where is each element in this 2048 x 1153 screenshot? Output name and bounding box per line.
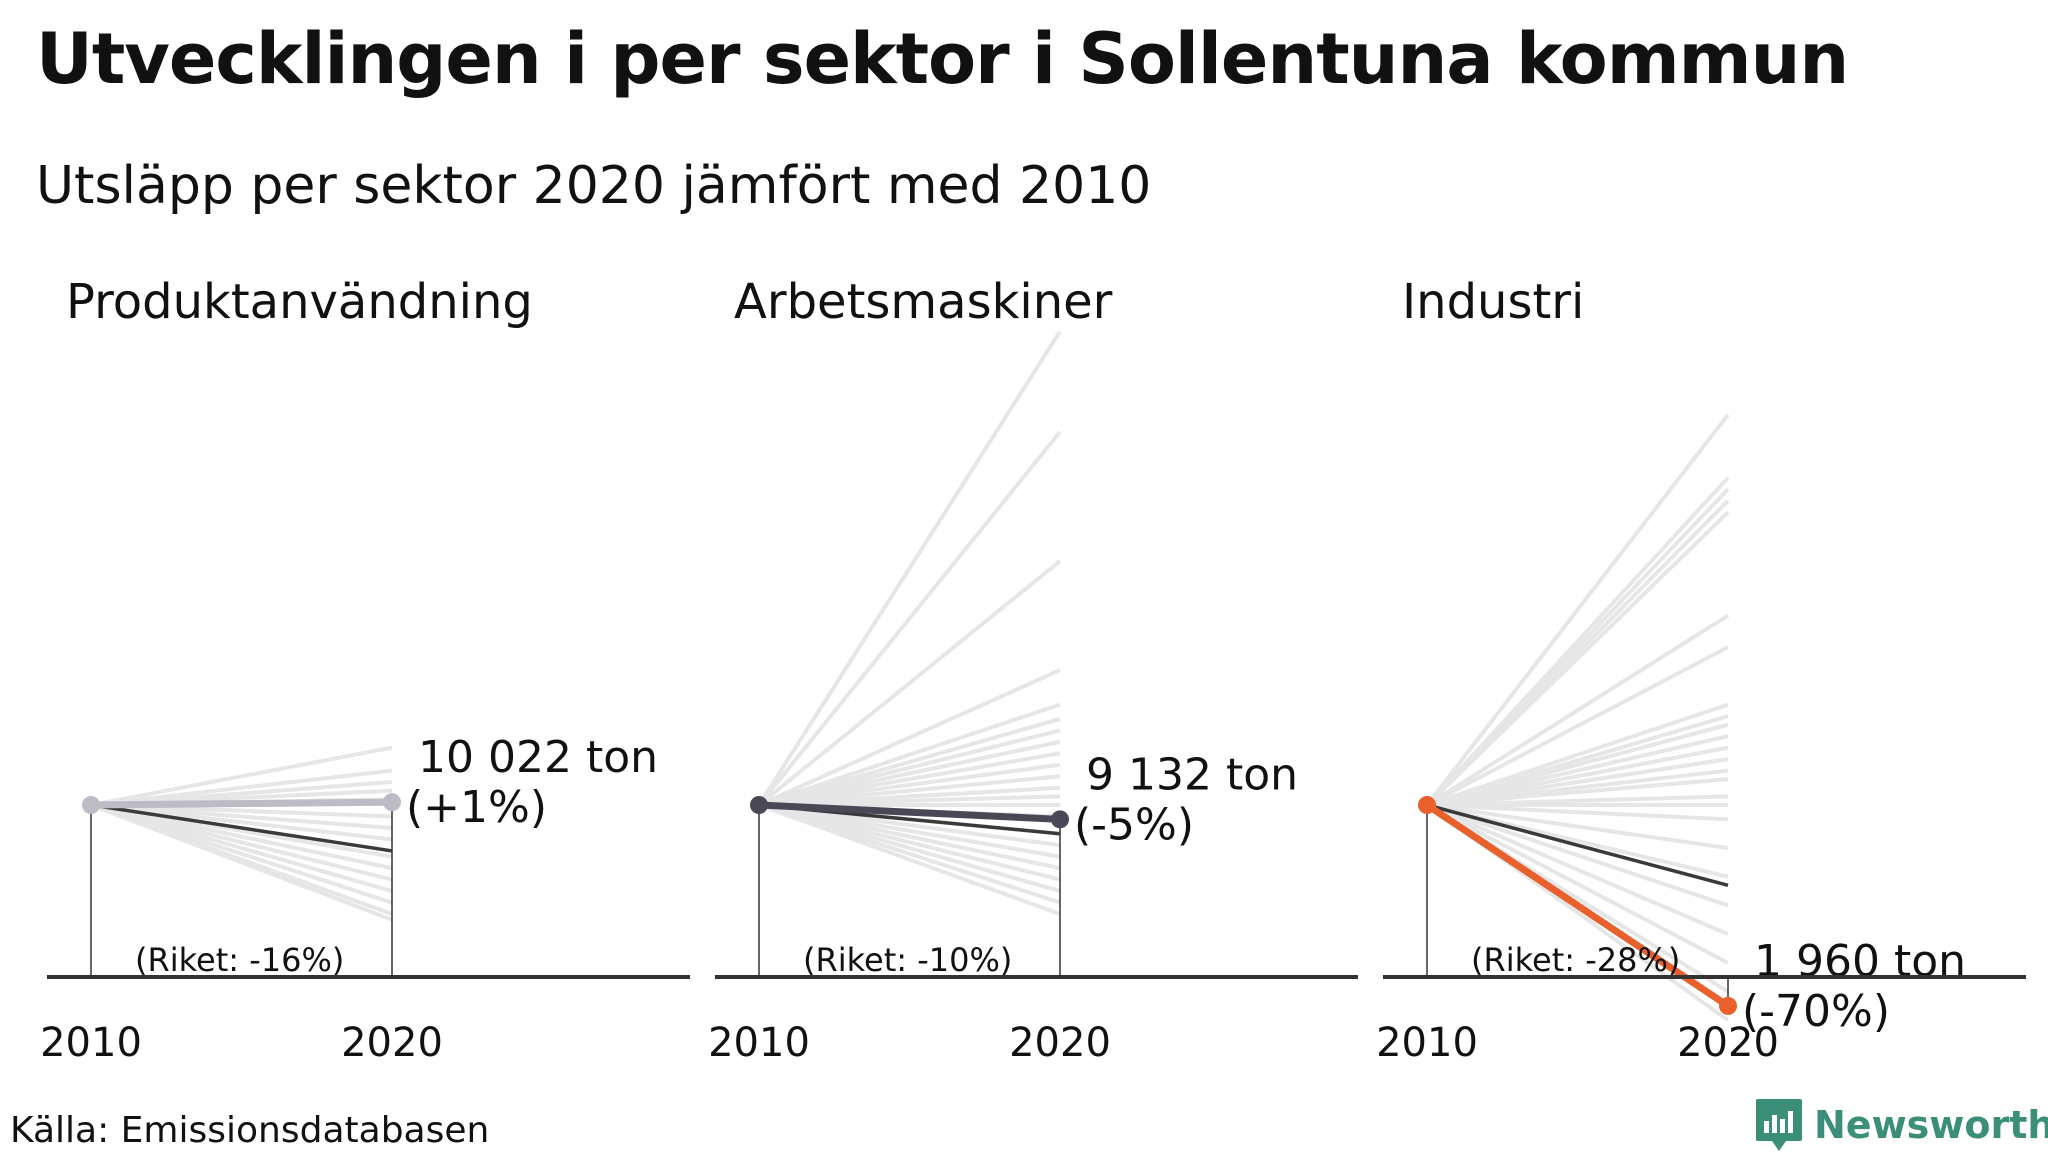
comparison-line [90, 803, 393, 922]
comparison-line [1426, 803, 1729, 965]
municipality-line [755, 801, 1064, 823]
value-label: 1 960 ton [1754, 936, 1966, 987]
panel-1: Produktanvändning 10 022 ton(+1%) (Riket: … [40, 274, 690, 1066]
point-2020 [1051, 810, 1069, 829]
comparison-line [1426, 645, 1729, 807]
chart-subtitle: Utsläpp per sektor 2020 jämfört med 2010 [36, 156, 1152, 216]
panel-title: Arbetsmaskiner [734, 274, 1113, 330]
national-label: (Riket: -16%) [135, 941, 344, 979]
x-tick-label: 2010 [1376, 1020, 1478, 1066]
change-label: (-5%) [1074, 799, 1194, 850]
change-label: (-70%) [1742, 986, 1890, 1037]
change-label: (+1%) [406, 782, 547, 833]
comparison-line [1426, 803, 1729, 908]
point-2020 [1719, 996, 1737, 1015]
comparison-line [90, 745, 393, 807]
national-line [1426, 803, 1729, 888]
comparison-line [758, 803, 1061, 916]
x-tick-label: 2010 [708, 1020, 810, 1066]
comparison-line [1426, 803, 1729, 936]
national-label: (Riket: -10%) [803, 941, 1012, 979]
value-label: 10 022 ton [418, 732, 658, 783]
x-tick-label: 2020 [341, 1020, 443, 1066]
comparison-line [1426, 803, 1729, 851]
comparison-line [90, 803, 393, 842]
x-tick-label: 2020 [1009, 1020, 1111, 1066]
comparison-line [757, 559, 1062, 807]
panel-title: Produktanvändning [66, 274, 533, 330]
value-label: 9 132 ton [1086, 749, 1298, 800]
newsworthy-logo-icon [1756, 1099, 1802, 1151]
panel-3: Industri 1 960 ton(-70%) (Riket: -28%) 2010… [1376, 274, 2026, 1066]
brand-logo: Newsworthy [1754, 1097, 2048, 1153]
comparison-line [757, 430, 1062, 807]
comparison-line [1425, 510, 1730, 807]
point-2010 [1418, 796, 1436, 814]
comparison-line [757, 330, 1062, 807]
point-2010 [750, 796, 768, 814]
x-tick-label: 2020 [1677, 1020, 1779, 1066]
panel-title: Industri [1402, 274, 1584, 330]
comparison-line [758, 668, 1061, 807]
source-note: Källa: Emissionsdatabasen [10, 1110, 490, 1151]
x-tick-label: 2010 [40, 1020, 142, 1066]
comparison-line [1426, 803, 1729, 822]
brand-name: Newsworthy [1814, 1103, 2048, 1147]
comparison-line [758, 702, 1061, 807]
comparison-line [1425, 613, 1730, 807]
municipality-line [87, 798, 396, 809]
point-2010 [82, 796, 100, 814]
national-line [90, 803, 393, 853]
national-label: (Riket: -28%) [1471, 941, 1680, 979]
panel-2: Arbetsmaskiner 9 132 ton(-5%) (Riket: -10%… [708, 274, 1358, 1066]
comparison-line [1425, 413, 1730, 807]
chart-title: Utvecklingen i per sektor i Sollentuna k… [36, 18, 1849, 100]
comparison-line [1426, 777, 1729, 807]
point-2020 [383, 793, 401, 812]
municipality-line [1423, 801, 1732, 1010]
